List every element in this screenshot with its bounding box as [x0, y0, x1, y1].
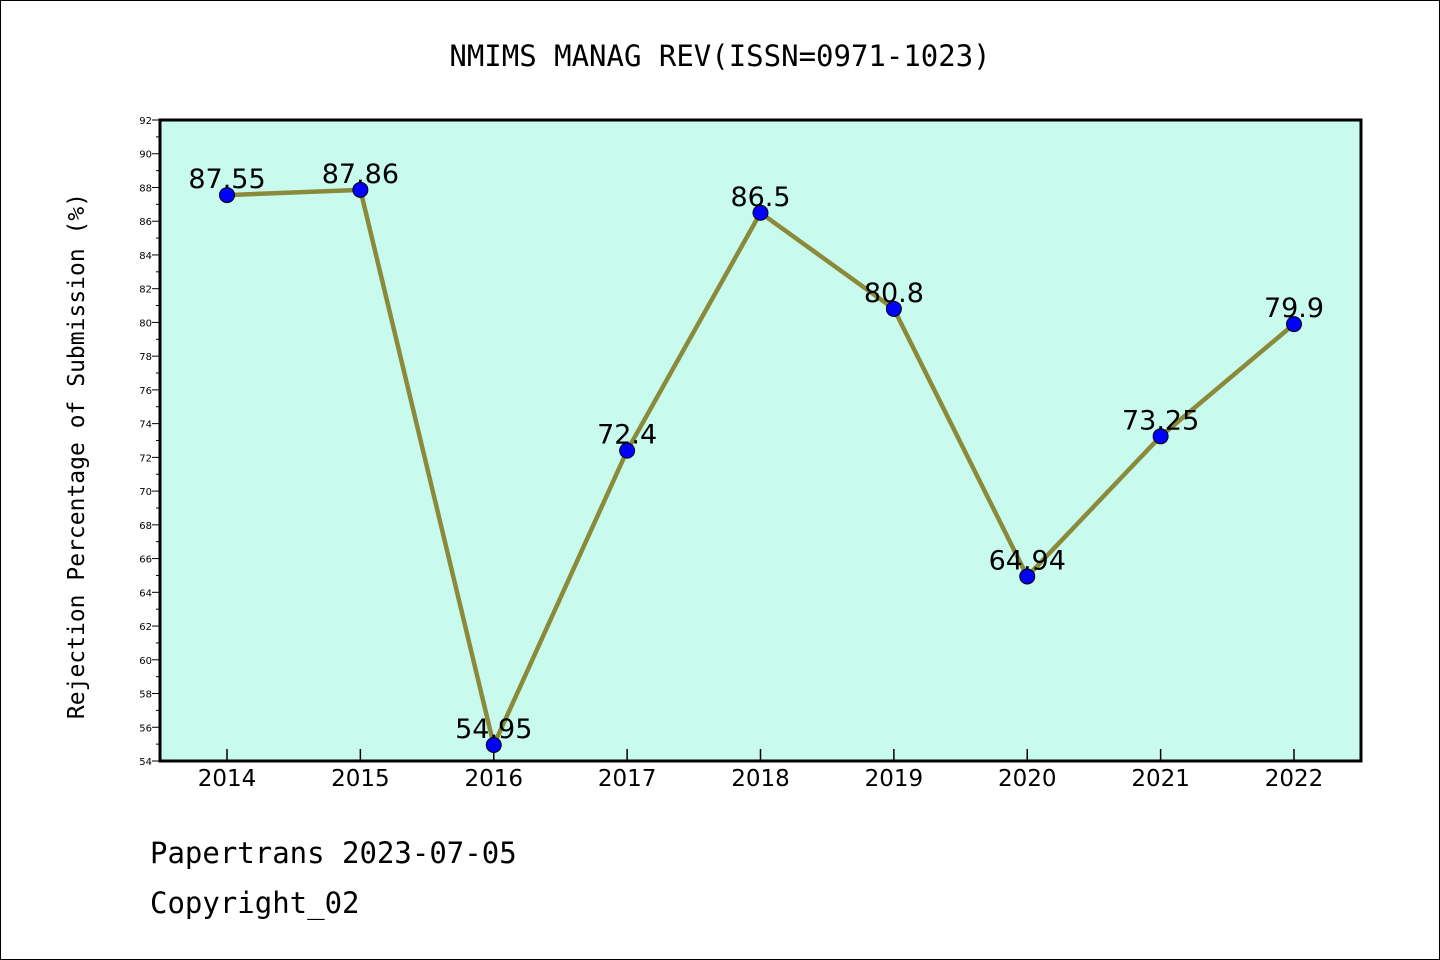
data-point-marker — [885, 300, 902, 317]
y-axis-label: Rejection Percentage of Submission (%) — [64, 193, 90, 719]
data-point-marker — [219, 187, 235, 204]
x-axis: 2014 2015 2016 2017 2018 2019 2020 2021 2022 — [198, 749, 1324, 792]
x-tick-label: 2020 — [998, 766, 1057, 792]
y-tick-label: 88 — [139, 183, 152, 194]
x-tick-label: 2019 — [865, 766, 924, 792]
y-tick-label: 66 — [139, 555, 152, 566]
data-point-marker — [352, 181, 369, 198]
data-point-marker — [752, 204, 769, 221]
y-tick-label: 62 — [139, 622, 152, 633]
y-tick-label: 70 — [139, 487, 152, 498]
data-point-marker — [1019, 568, 1036, 585]
data-label: 64.94 — [989, 545, 1066, 576]
y-tick-label: 64 — [139, 588, 152, 599]
y-tick-label: 74 — [139, 420, 152, 431]
footer-copyright: Copyright_02 — [150, 886, 360, 920]
data-label: 86.5 — [730, 182, 790, 213]
x-tick-label: 2015 — [331, 766, 390, 792]
data-label: 79.9 — [1264, 293, 1324, 324]
y-tick-label: 92 — [139, 116, 152, 127]
data-point-marker — [619, 442, 636, 459]
y-tick-label: 86 — [139, 217, 152, 228]
data-label: 87.86 — [322, 159, 399, 190]
y-tick-label: 54 — [139, 757, 152, 768]
y-tick-label: 56 — [139, 723, 152, 734]
y-tick-label: 72 — [139, 453, 152, 464]
data-point-marker — [1152, 428, 1169, 445]
y-tick-label: 82 — [139, 285, 152, 296]
y-tick-label: 60 — [139, 656, 152, 667]
marker-group — [219, 181, 1302, 753]
x-tick-label: 2017 — [598, 766, 657, 792]
y-tick-label: 90 — [139, 150, 152, 161]
data-label: 87.55 — [188, 164, 265, 195]
data-point-marker — [485, 736, 502, 753]
y-tick-label: 76 — [139, 386, 152, 397]
data-label: 80.8 — [864, 278, 924, 309]
x-tick-label: 2016 — [464, 766, 523, 792]
x-tick-label: 2021 — [1131, 766, 1190, 792]
chart-title: NMIMS MANAG REV(ISSN=0971-1023) — [449, 39, 990, 73]
data-label: 73.25 — [1122, 405, 1199, 436]
data-label: 72.4 — [597, 420, 657, 451]
y-tick-label: 84 — [139, 251, 152, 262]
data-label: 54.95 — [455, 714, 532, 745]
y-tick-label: 78 — [139, 352, 152, 363]
data-label-group: 87.55 87.86 54.95 72.4 86.5 80.8 64.94 73.25 79.… — [188, 159, 1324, 745]
footer-source: Papertrans 2023-07-05 — [150, 836, 517, 870]
x-tick-label: 2022 — [1265, 766, 1324, 792]
x-tick-label: 2018 — [731, 766, 790, 792]
x-tick-label: 2014 — [198, 766, 257, 792]
y-tick-label: 58 — [139, 690, 152, 701]
y-tick-label: 80 — [139, 318, 152, 329]
data-point-marker — [1286, 316, 1302, 333]
y-tick-label: 68 — [139, 521, 152, 532]
y-axis: 54 56 58 60 62 64 66 68 70 72 74 76 78 80 82 84 86 88 90 92 — [139, 116, 160, 768]
